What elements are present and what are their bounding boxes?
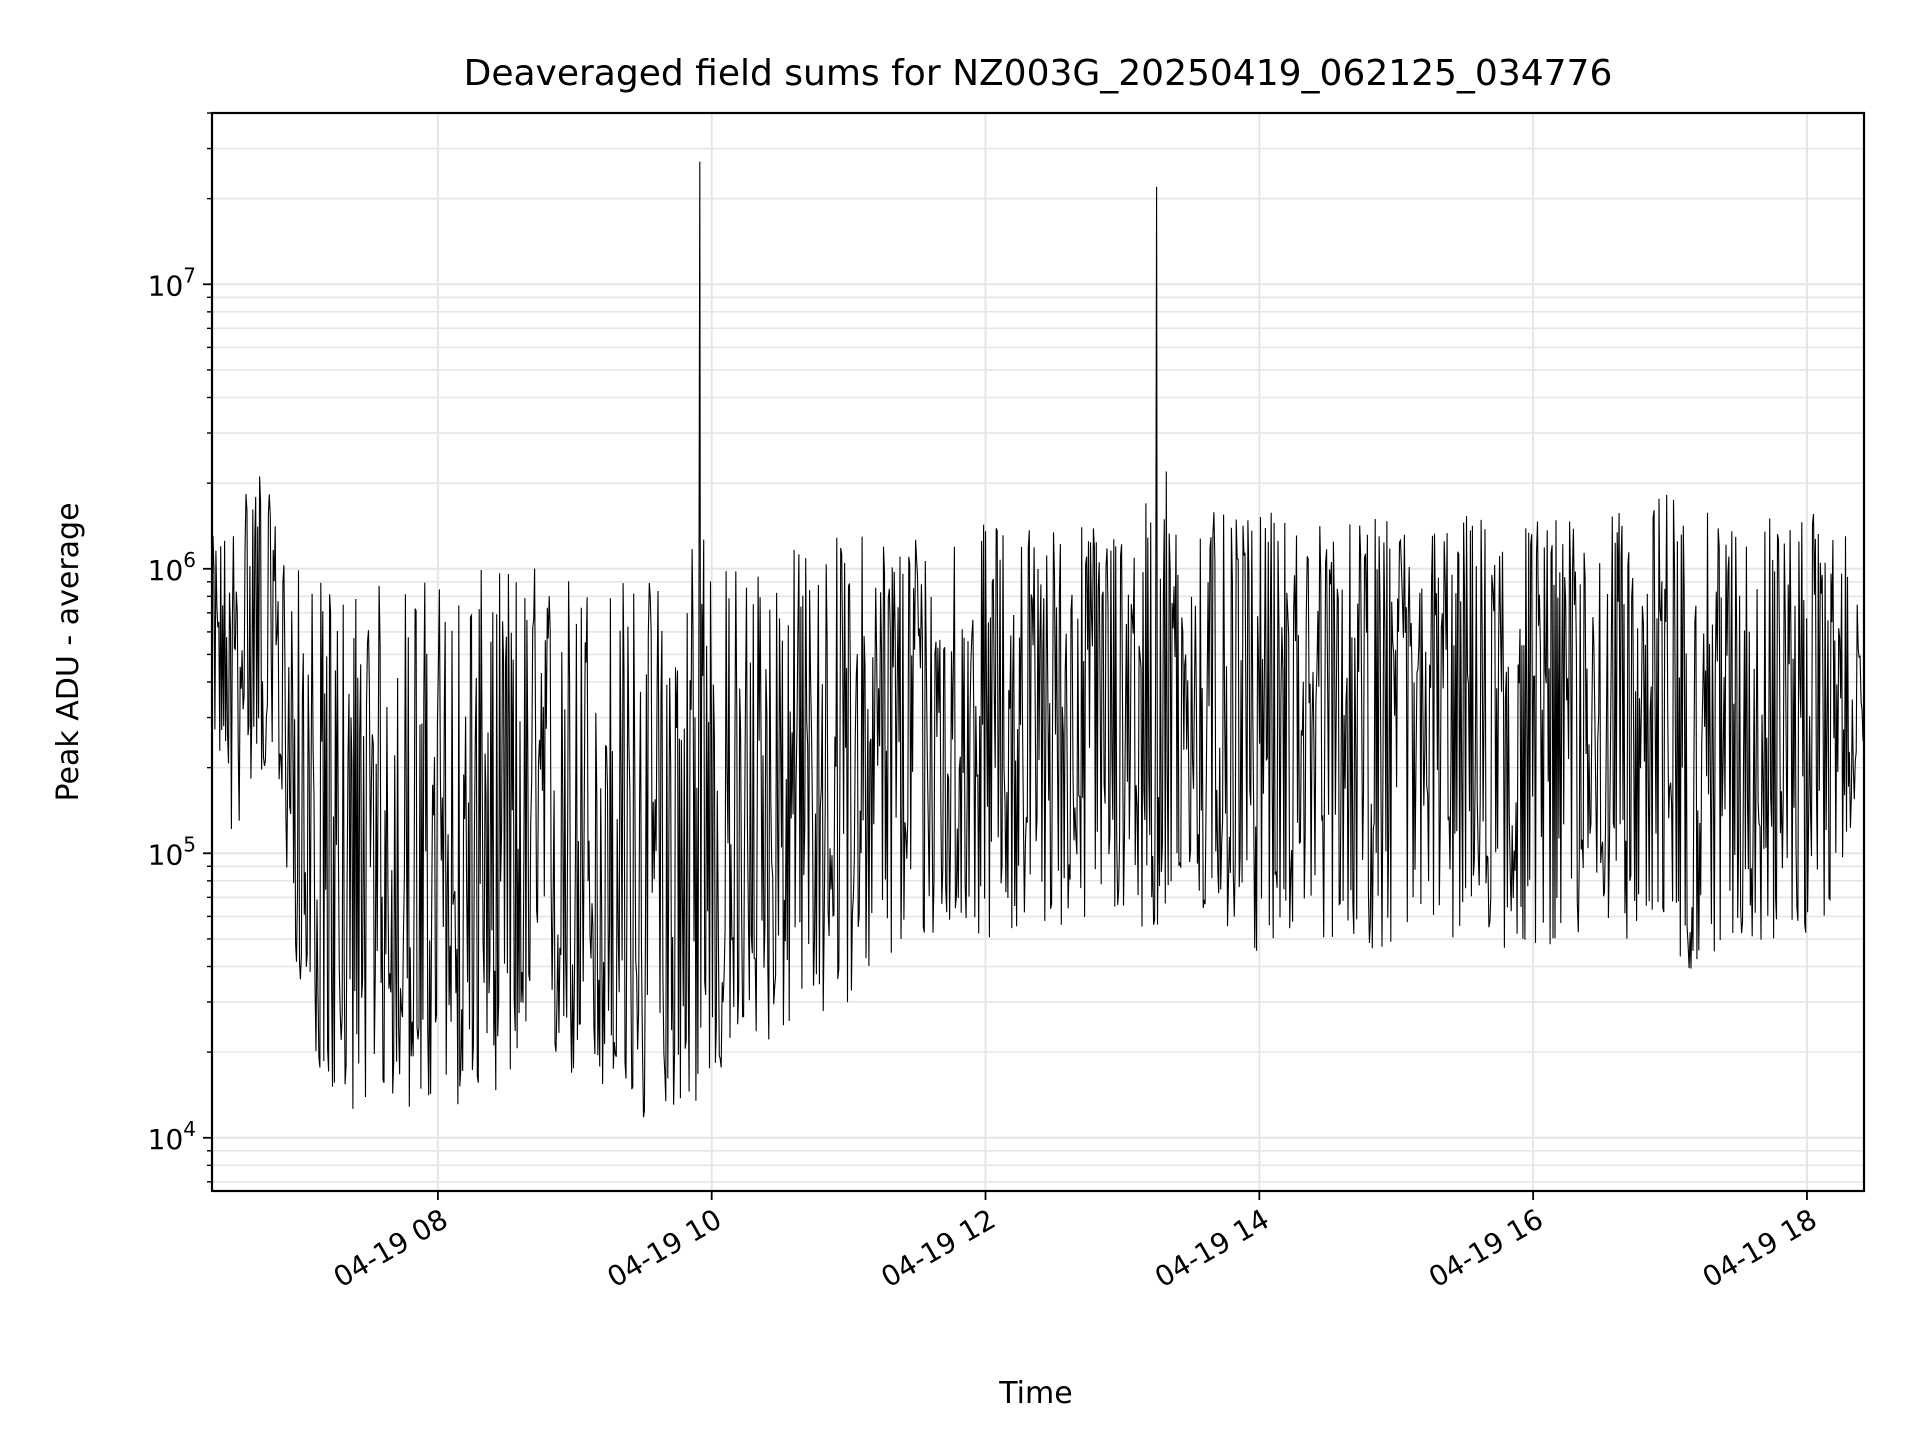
y-tick-label: 104 [148, 1117, 196, 1156]
y-axis-label: Peak ADU - average [51, 502, 86, 801]
series-line [211, 161, 1865, 1118]
x-axis-label: Time [998, 1376, 1072, 1411]
chart-title: Deaveraged field sums for NZ003G_2025041… [464, 53, 1613, 94]
y-tick-label: 105 [148, 832, 196, 871]
data-line-layer [211, 161, 1865, 1118]
y-tick-label: 107 [148, 263, 196, 302]
y-tick-label: 106 [148, 548, 196, 587]
plot-frame [210, 111, 1866, 1193]
